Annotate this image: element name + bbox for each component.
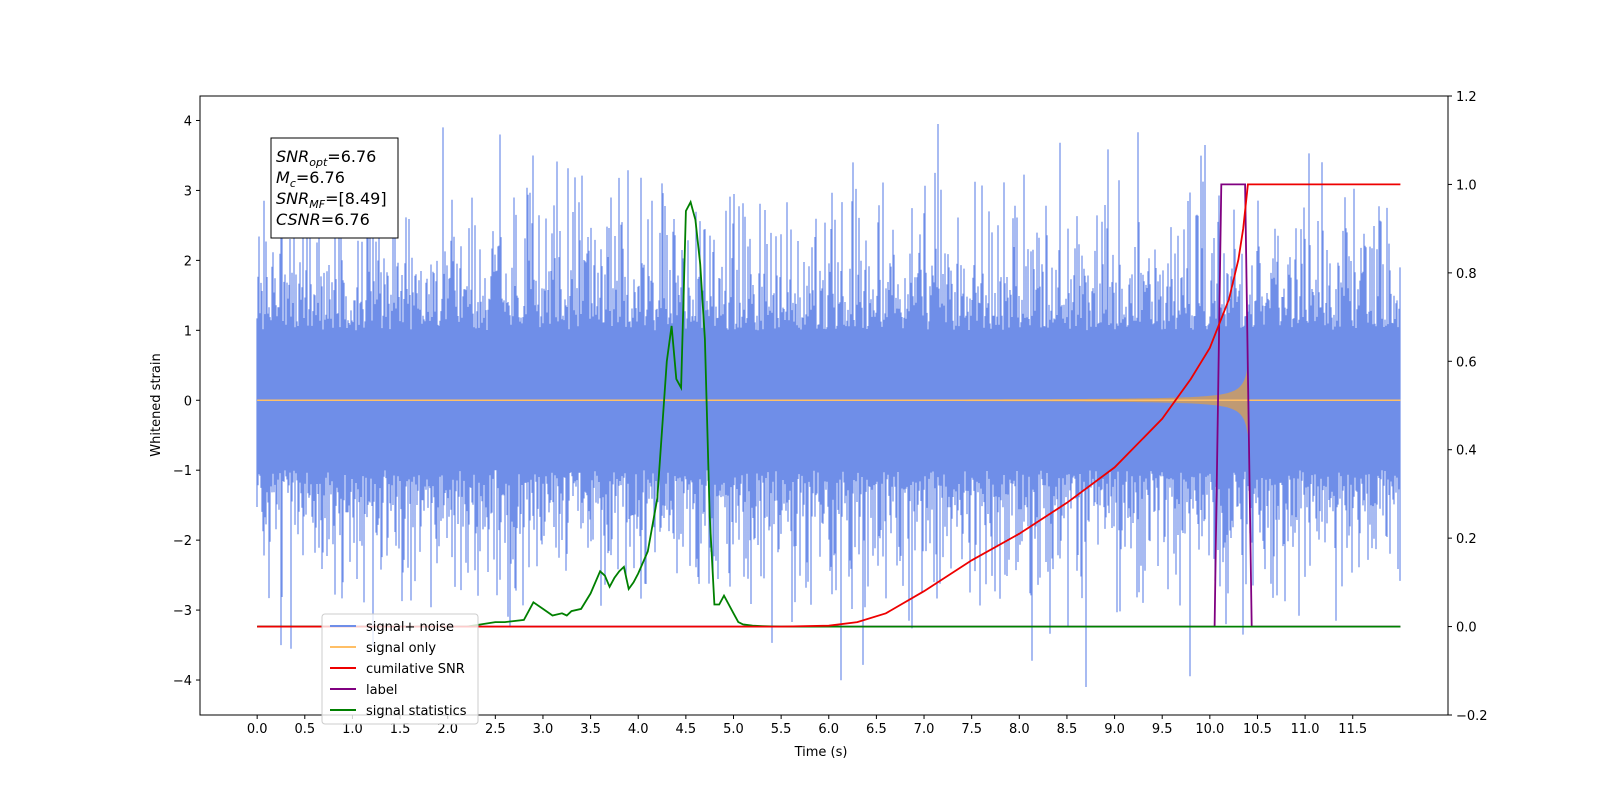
y-left-tick-label: 0 [184, 394, 192, 409]
y-right-tick-label: 1.0 [1456, 178, 1477, 193]
legend-label: label [366, 683, 397, 698]
y-left-tick-label: 2 [184, 254, 192, 269]
stats-line: SNRopt=6.76 [276, 147, 376, 169]
y-left-tick-label: 3 [184, 184, 192, 199]
stats-line: Mc=6.76 [276, 168, 345, 190]
legend-label: signal+ noise [366, 620, 454, 635]
x-tick-label: 11.5 [1338, 722, 1367, 737]
x-tick-label: 9.0 [1104, 722, 1125, 737]
x-tick-label: 1.0 [342, 722, 363, 737]
x-tick-label: 1.5 [390, 722, 411, 737]
x-tick-label: 0.5 [294, 722, 315, 737]
x-tick-label: 7.5 [961, 722, 982, 737]
y-left-tick-label: −4 [173, 674, 192, 689]
x-tick-label: 8.5 [1057, 722, 1078, 737]
x-tick-label: 7.0 [914, 722, 935, 737]
x-tick-label: 5.0 [723, 722, 744, 737]
plot-frame [199, 95, 1449, 716]
stats-line: CSNR=6.76 [276, 210, 370, 229]
stats-line: SNRMF=[8.49] [276, 189, 387, 211]
y-left-tick-label: 1 [184, 324, 192, 339]
y-right-tick-label: −0.2 [1456, 709, 1488, 724]
x-tick-label: 3.5 [580, 722, 601, 737]
right-axis-series [257, 183, 1401, 628]
series-signal-only [257, 365, 1401, 436]
series-line-signal-statistics [257, 199, 1401, 628]
x-tick-label: 4.0 [628, 722, 649, 737]
x-tick-label: 2.5 [485, 722, 506, 737]
series-line-cumilative-SNR [257, 183, 1401, 628]
y-right-tick-label: 0.6 [1456, 355, 1477, 370]
x-tick-label: 10.5 [1243, 722, 1272, 737]
x-tick-label: 8.0 [1009, 722, 1030, 737]
axis-ticks: 0.0 0.5 1.0 1.5 2.0 2.5 3.0 3.5 4.0 4.5 5.0 5.5 6.0 6… [173, 90, 1488, 737]
x-tick-label: 4.5 [676, 722, 697, 737]
x-tick-label: 5.5 [771, 722, 792, 737]
y-right-tick-label: 1.2 [1456, 90, 1477, 105]
x-tick-label: 6.0 [818, 722, 839, 737]
legend-label: cumilative SNR [366, 662, 465, 677]
x-tick-label: 9.5 [1152, 722, 1173, 737]
legend: signal+ noise signal only cumilative SNR la… [321, 613, 479, 725]
y-right-tick-label: 0.8 [1456, 267, 1477, 282]
y-left-tick-label: −1 [173, 464, 192, 479]
x-tick-label: 6.5 [866, 722, 887, 737]
y-axis-label: Whitened strain [149, 353, 164, 456]
x-tick-label: 0.0 [247, 722, 268, 737]
x-axis-label: Time (s) [794, 745, 848, 760]
x-tick-label: 10.0 [1195, 722, 1224, 737]
x-tick-label: 11.0 [1291, 722, 1320, 737]
y-right-tick-label: 0.4 [1456, 444, 1477, 459]
y-left-tick-label: −3 [173, 604, 192, 619]
y-left-tick-label: 4 [184, 114, 192, 129]
y-left-tick-label: −2 [173, 534, 192, 549]
y-right-tick-label: 0.2 [1456, 532, 1477, 547]
x-tick-label: 3.0 [533, 722, 554, 737]
y-right-tick-label: 0.0 [1456, 621, 1477, 636]
legend-frame [321, 613, 479, 725]
stats-box-frame [270, 137, 399, 239]
legend-label: signal only [366, 641, 436, 656]
x-tick-label: 2.0 [437, 722, 458, 737]
legend-label: signal statistics [366, 704, 467, 719]
